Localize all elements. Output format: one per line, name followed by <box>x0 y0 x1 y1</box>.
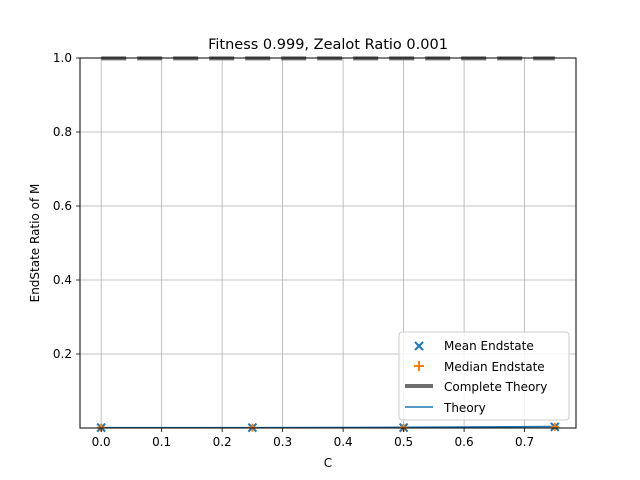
y-axis-label: EndState Ratio of M <box>28 184 42 303</box>
x-tick-label: 0.3 <box>273 435 292 449</box>
legend: Mean Endstate Median Endstate Complete T… <box>398 331 570 421</box>
legend-box <box>398 331 570 421</box>
x-tick-label: 0.7 <box>515 435 534 449</box>
legend-label-complete-theory: Complete Theory <box>444 380 547 394</box>
x-tick-label: 0.6 <box>455 435 474 449</box>
legend-marker-median <box>414 361 424 371</box>
marker-stroke <box>414 341 424 351</box>
median-endstate-point <box>550 422 559 431</box>
x-tick-label: 0.1 <box>152 435 171 449</box>
x-tick-label: 0.0 <box>92 435 111 449</box>
y-tick-label: 0.4 <box>53 273 72 287</box>
plot-frame <box>79 57 577 429</box>
legend-markers <box>405 341 433 408</box>
y-tick-label: 0.6 <box>53 199 72 213</box>
x-tick-label: 0.4 <box>334 435 353 449</box>
axis-ticks: 0.0 0.1 0.2 0.3 0.4 0.5 0.6 0.7 0.2 0.4 0.6 0.8 1.0 <box>53 51 534 449</box>
x-axis-label: C <box>324 456 332 470</box>
legend-label-median: Median Endstate <box>444 360 545 374</box>
y-tick-label: 0.2 <box>53 347 72 361</box>
x-tick-label: 0.2 <box>213 435 232 449</box>
legend-label-mean: Mean Endstate <box>444 339 534 353</box>
chart-title: Fitness 0.999, Zealot Ratio 0.001 <box>208 37 448 53</box>
legend-label-theory: Theory <box>443 401 486 415</box>
theory-line <box>101 425 555 429</box>
x-tick-label: 0.5 <box>394 435 413 449</box>
y-tick-label: 0.8 <box>53 125 72 139</box>
y-tick-label: 1.0 <box>53 51 72 65</box>
legend-marker-mean <box>414 341 424 351</box>
